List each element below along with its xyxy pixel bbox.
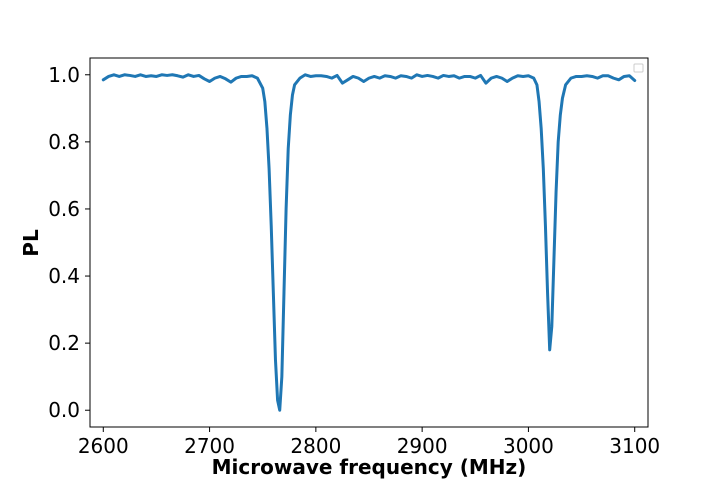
x-tick-label: 3100: [609, 434, 660, 458]
series-layer: [101, 73, 637, 412]
y-tick-label: 0.0: [48, 398, 80, 422]
series-line-0: [101, 73, 637, 412]
legend-box: [633, 63, 644, 73]
y-tick-label: 0.8: [48, 130, 80, 154]
plot-frame: [89, 57, 649, 428]
y-tick-label: 0.4: [48, 264, 80, 288]
y-tick-label: 0.6: [48, 197, 80, 221]
y-axis-label: PL: [19, 229, 43, 257]
x-tick-label: 2800: [290, 434, 341, 458]
ticks-layer: 2600 2700 2800 2900 3000 3100 0.0 0.2 0.4 0.6 0.8 1…: [48, 63, 660, 458]
x-tick-label: 2700: [184, 434, 235, 458]
x-axis-label: Microwave frequency (MHz): [212, 455, 527, 479]
x-tick-label: 2600: [78, 434, 129, 458]
x-tick-label: 3000: [503, 434, 554, 458]
y-tick-label: 0.2: [48, 331, 80, 355]
y-tick-label: 1.0: [48, 63, 80, 87]
x-tick-label: 2900: [397, 434, 448, 458]
